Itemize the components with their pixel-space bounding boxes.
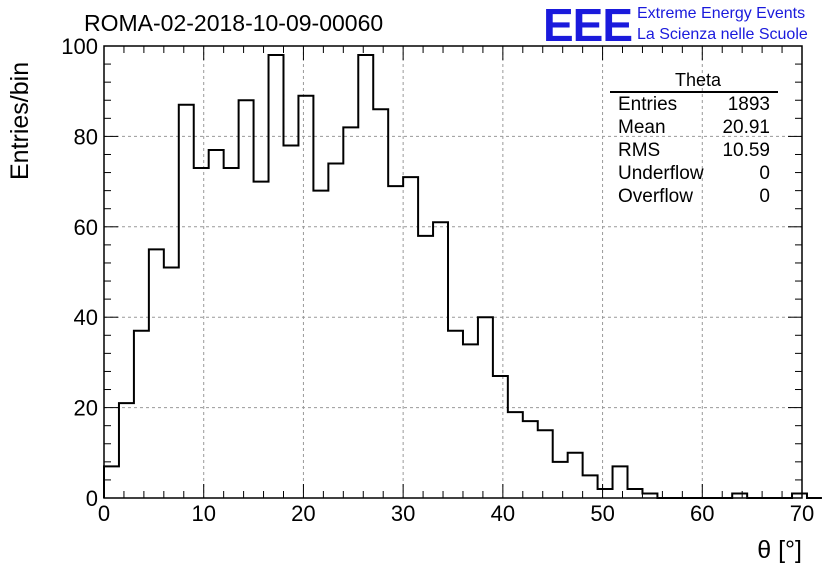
stats-row-rms: RMS 10.59	[610, 139, 778, 162]
histogram-bin	[239, 100, 254, 498]
stats-row-underflow: Underflow 0	[610, 162, 778, 185]
histogram-bin	[269, 55, 284, 498]
histogram-bin	[164, 267, 179, 498]
histogram-bin	[388, 186, 403, 498]
stats-title: Theta	[610, 70, 778, 93]
histogram-bin	[463, 344, 478, 498]
histogram-bin	[313, 191, 328, 498]
histogram-bin	[119, 403, 134, 498]
stats-row-mean: Mean 20.91	[610, 116, 778, 139]
y-tick-label: 40	[74, 305, 98, 330]
histogram-bin	[553, 462, 568, 498]
stats-value: 10.59	[722, 140, 770, 161]
x-tick-label: 70	[790, 501, 814, 526]
stats-value: 0	[759, 163, 770, 184]
y-axis-label: Entries/bin	[6, 61, 34, 180]
histogram-bin	[628, 489, 643, 498]
stats-label: Entries	[618, 94, 678, 115]
histogram-bin	[134, 331, 149, 498]
histogram-bin	[254, 182, 269, 498]
histogram-bin	[328, 164, 343, 498]
x-tick-label: 60	[690, 501, 714, 526]
x-axis-label: θ [°]	[757, 536, 802, 564]
stats-label: RMS	[618, 140, 661, 161]
histogram-bin	[448, 331, 463, 498]
histogram-bin	[179, 105, 194, 498]
histogram-bin	[433, 222, 448, 498]
histogram-bin	[568, 453, 583, 498]
x-tick-label: 50	[590, 501, 614, 526]
histogram-bin	[358, 55, 373, 498]
stats-value: 0	[759, 186, 770, 207]
y-tick-label: 60	[74, 215, 98, 240]
plot-frame	[103, 45, 803, 499]
logo-line-1: Extreme Energy Events	[637, 5, 806, 22]
histogram-bin	[523, 421, 538, 498]
x-tick-label: 0	[98, 501, 110, 526]
x-tick-label: 30	[391, 501, 415, 526]
x-tick-label: 40	[491, 501, 515, 526]
histogram-bin	[418, 236, 433, 498]
x-tick-label: 20	[291, 501, 315, 526]
y-tick-label: 80	[74, 124, 98, 149]
chart-title: ROMA-02-2018-10-09-00060	[84, 10, 384, 36]
histogram-bin	[493, 376, 508, 498]
histogram-bin	[613, 466, 628, 498]
histogram-bin	[373, 109, 388, 498]
histogram-bin	[583, 475, 598, 498]
histogram-bin	[508, 412, 523, 498]
histogram-bin	[224, 168, 239, 498]
stats-label: Underflow	[618, 163, 704, 184]
stats-row-overflow: Overflow 0	[610, 185, 778, 208]
x-tick-label: 10	[191, 501, 215, 526]
stats-label: Mean	[618, 117, 666, 138]
stats-row-entries: Entries 1893	[610, 93, 778, 116]
histogram-bin	[209, 150, 224, 498]
histogram-bin	[298, 96, 313, 498]
y-tick-label: 0	[86, 486, 98, 511]
histogram-bin	[149, 249, 164, 498]
histogram-bin	[403, 177, 418, 498]
y-tick-label: 100	[61, 34, 98, 59]
y-tick-label: 20	[74, 396, 98, 421]
stats-label: Overflow	[618, 186, 693, 207]
logo-line-2: La Scienza nelle Scuole	[637, 26, 808, 43]
eee-logo: EEE	[543, 0, 633, 51]
stats-box: Theta Entries 1893 Mean 20.91 RMS 10.59 …	[610, 70, 778, 208]
stats-value: 1893	[727, 94, 770, 115]
stats-value: 20.91	[722, 117, 770, 138]
histogram-bin	[343, 127, 358, 498]
histogram-bin	[598, 489, 613, 498]
histogram-bin	[104, 466, 119, 498]
histogram-bin	[283, 145, 298, 498]
histogram-bin	[538, 430, 553, 498]
histogram-bin	[194, 168, 209, 498]
